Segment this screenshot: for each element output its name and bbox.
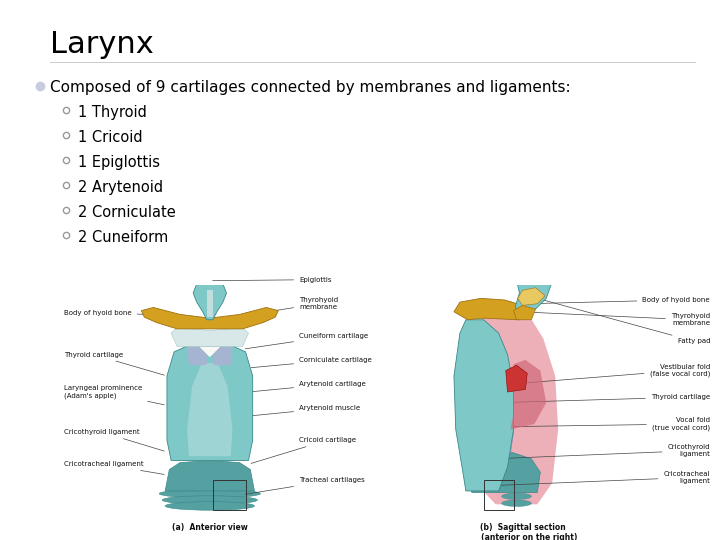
Text: Epiglottis: Epiglottis [212,276,332,282]
Text: 2 Cuneiform: 2 Cuneiform [78,230,168,245]
Polygon shape [193,280,227,320]
Polygon shape [187,347,207,365]
Text: 1 Cricoid: 1 Cricoid [78,130,143,145]
Ellipse shape [159,489,261,498]
Polygon shape [177,451,243,461]
Text: Laryngeal prominence
(Adam's apple): Laryngeal prominence (Adam's apple) [64,385,164,405]
Polygon shape [213,347,233,365]
Ellipse shape [502,500,531,507]
Text: Body of hyoid bone: Body of hyoid bone [64,310,145,316]
Text: 1 Thyroid: 1 Thyroid [78,105,147,120]
Text: Thyrohyoid
membrane: Thyrohyoid membrane [522,312,710,326]
Polygon shape [505,365,527,392]
Polygon shape [460,301,558,504]
Polygon shape [513,305,536,320]
Text: Cricotracheal
ligament: Cricotracheal ligament [495,471,710,485]
Text: Thyroid cartilage: Thyroid cartilage [64,352,164,375]
Polygon shape [470,379,513,454]
Text: Vestibular fold
(false vocal cord): Vestibular fold (false vocal cord) [515,364,710,384]
Polygon shape [518,288,545,305]
Polygon shape [510,360,546,429]
Polygon shape [141,307,279,329]
Text: 2 Corniculate: 2 Corniculate [78,205,176,220]
Polygon shape [207,291,213,317]
Polygon shape [171,328,248,347]
Polygon shape [199,347,220,357]
Polygon shape [187,362,233,456]
Ellipse shape [165,502,254,510]
Text: Thyroid cartilage: Thyroid cartilage [501,394,710,403]
Text: Vocal fold
(true vocal cord): Vocal fold (true vocal cord) [505,417,710,431]
Text: Larynx: Larynx [50,30,154,59]
Text: Arytenoid muscle: Arytenoid muscle [251,405,360,416]
Ellipse shape [162,496,258,504]
Text: Arytenoid cartilage: Arytenoid cartilage [251,381,366,392]
Text: (a)  Anterior view: (a) Anterior view [172,523,248,532]
Polygon shape [469,452,540,492]
Text: 2 Arytenoid: 2 Arytenoid [78,180,163,195]
Text: Cuneiform cartilage: Cuneiform cartilage [246,333,368,349]
Polygon shape [165,461,254,491]
Polygon shape [454,299,530,320]
Text: Fatty pad: Fatty pad [540,299,710,344]
Polygon shape [167,344,253,461]
Text: Composed of 9 cartilages connected by membranes and ligaments:: Composed of 9 cartilages connected by me… [50,80,571,95]
Text: Cricoid cartilage: Cricoid cartilage [251,437,356,463]
Ellipse shape [502,493,531,500]
Text: Body of hyoid bone: Body of hyoid bone [530,297,710,303]
Text: 1 Epiglottis: 1 Epiglottis [78,155,160,170]
Text: Cricotracheal ligament: Cricotracheal ligament [64,461,164,475]
Polygon shape [516,265,551,320]
Text: Cricothyroid
ligament: Cricothyroid ligament [495,444,710,459]
Polygon shape [454,320,513,491]
Text: Corniculate cartilage: Corniculate cartilage [251,357,372,368]
Text: Cricothyroid ligament: Cricothyroid ligament [64,429,164,451]
Bar [213,480,246,510]
Bar [484,480,513,510]
Text: (b)  Sagittal section
     (anterior on the right): (b) Sagittal section (anterior on the ri… [468,523,577,540]
Text: Tracheal cartilages: Tracheal cartilages [246,477,365,494]
Text: Thyrohyoid
membrane: Thyrohyoid membrane [236,297,338,316]
